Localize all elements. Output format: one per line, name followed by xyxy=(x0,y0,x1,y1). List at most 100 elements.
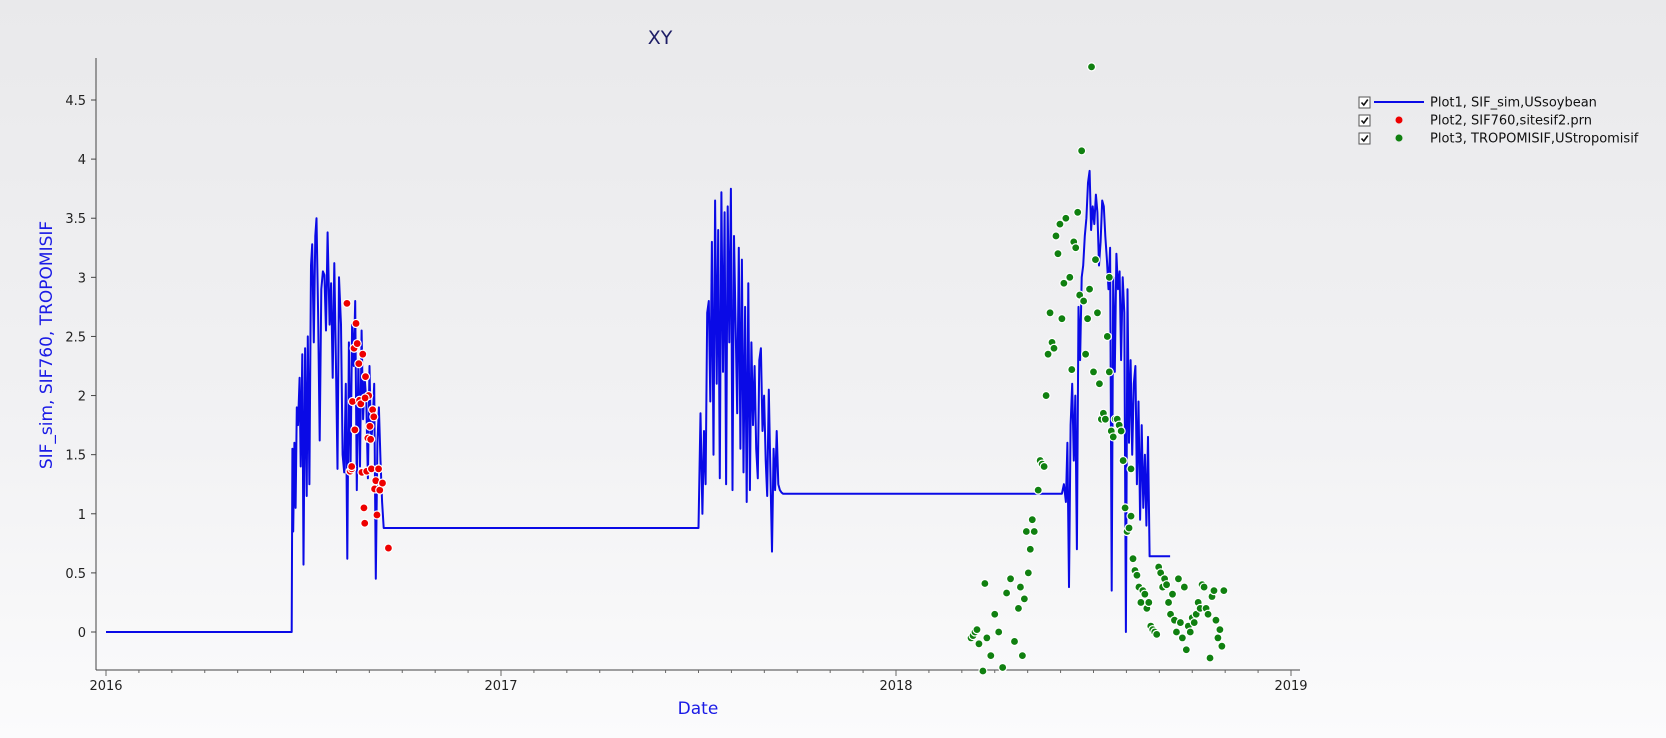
data-point-plot3 xyxy=(1025,544,1035,554)
data-point-plot3 xyxy=(1185,627,1195,637)
data-point-plot3 xyxy=(1001,588,1012,598)
plot-area: 0 0.5 1 1.5 2 2.5 3 3.5 4 4.5 2016 2017 2018 2019 xyxy=(65,58,1308,694)
data-point-plot3 xyxy=(1067,364,1077,375)
legend-marker-swatch xyxy=(1395,134,1403,142)
data-point-plot3 xyxy=(1073,207,1083,217)
y-tick-label: 3.5 xyxy=(65,212,86,227)
data-point-plot3 xyxy=(1015,582,1026,592)
x-axis-title: Date xyxy=(678,699,719,719)
data-point-plot2 xyxy=(342,298,352,308)
data-point-plot3 xyxy=(978,666,988,676)
data-point-plot3 xyxy=(1021,526,1031,537)
data-point-plot3 xyxy=(1177,633,1187,643)
chart-title: XY xyxy=(648,27,673,49)
legend-checkbox[interactable] xyxy=(1358,132,1371,145)
y-tick-label: 2 xyxy=(78,390,86,405)
data-point-plot3 xyxy=(1215,625,1225,635)
data-point-plot3 xyxy=(1104,367,1114,377)
data-point-plot3 xyxy=(1090,255,1101,265)
data-point-plot3 xyxy=(1126,464,1136,474)
y-tick-label: 3 xyxy=(78,271,86,286)
data-point-plot3 xyxy=(1140,589,1150,599)
data-point-plot3 xyxy=(1217,641,1227,651)
data-point-plot2 xyxy=(354,359,364,369)
data-point-plot3 xyxy=(974,639,984,649)
data-point-plot3 xyxy=(1077,146,1087,156)
data-point-plot3 xyxy=(1211,615,1221,625)
data-point-plot3 xyxy=(1163,597,1174,608)
data-point-plot3 xyxy=(1094,379,1105,389)
legend-label: Plot2, SIF760,sitesif2.prn xyxy=(1430,114,1592,129)
legend-checkbox[interactable] xyxy=(1358,96,1371,109)
data-point-plot3 xyxy=(1116,426,1126,436)
data-point-plot3 xyxy=(1043,349,1053,359)
x-tick-label: 2018 xyxy=(879,679,912,694)
data-point-plot3 xyxy=(1108,432,1118,442)
data-point-plot3 xyxy=(994,627,1004,637)
data-point-plot3 xyxy=(1084,284,1095,294)
data-point-plot3 xyxy=(1033,485,1043,495)
data-point-plot3 xyxy=(1061,213,1071,223)
legend-marker-swatch xyxy=(1395,116,1403,124)
data-point-plot2 xyxy=(360,393,370,403)
data-point-plot2 xyxy=(369,412,379,422)
data-point-plot3 xyxy=(1144,597,1154,608)
data-point-plot3 xyxy=(1005,574,1016,584)
data-point-plot3 xyxy=(986,651,996,661)
data-point-plot3 xyxy=(1126,511,1136,521)
data-point-plot3 xyxy=(1017,651,1028,661)
data-point-plot3 xyxy=(1205,653,1215,663)
data-point-plot3 xyxy=(1086,62,1097,72)
data-point-plot3 xyxy=(1055,219,1065,229)
data-point-plot3 xyxy=(1171,627,1182,637)
checkmark-icon xyxy=(1360,135,1369,143)
data-point-plot3 xyxy=(1057,314,1067,324)
y-tick-label: 4 xyxy=(78,153,86,168)
checkmark-icon xyxy=(1360,99,1369,107)
data-point-plot3 xyxy=(1120,503,1130,513)
data-point-plot3 xyxy=(1049,343,1059,353)
y-tick-label: 2.5 xyxy=(65,330,86,345)
legend-label: Plot3, TROPOMISIF,UStropomisif xyxy=(1430,132,1639,147)
data-point-plot3 xyxy=(1161,580,1172,590)
y-tick-label: 1 xyxy=(78,508,86,523)
data-point-plot3 xyxy=(1079,296,1089,306)
data-point-plot3 xyxy=(1152,629,1162,639)
data-point-plot2 xyxy=(359,503,369,513)
data-point-plot2 xyxy=(360,372,371,382)
data-point-plot3 xyxy=(1051,231,1061,241)
data-point-plot2 xyxy=(377,478,388,488)
data-point-plot3 xyxy=(1059,278,1069,288)
series-line-plot1 xyxy=(106,169,1171,633)
data-point-plot3 xyxy=(1029,526,1039,537)
data-point-plot2 xyxy=(366,434,376,444)
data-point-plot3 xyxy=(1019,594,1029,604)
data-point-plot3 xyxy=(1199,582,1209,592)
data-point-plot3 xyxy=(1213,633,1223,643)
data-point-plot3 xyxy=(982,633,992,643)
data-point-plot3 xyxy=(1071,243,1081,253)
y-axis-ticks: 0 0.5 1 1.5 2 2.5 3 3.5 4 4.5 xyxy=(65,94,96,641)
data-point-plot3 xyxy=(1013,603,1024,613)
legend-checkbox[interactable] xyxy=(1358,114,1371,127)
data-point-plot3 xyxy=(1027,515,1037,525)
data-point-plot2 xyxy=(383,543,394,553)
data-point-plot3 xyxy=(1104,272,1114,282)
data-point-plot2 xyxy=(347,461,357,472)
data-point-plot3 xyxy=(1102,331,1112,342)
x-tick-label: 2017 xyxy=(484,679,517,694)
data-point-plot3 xyxy=(1181,645,1191,655)
data-point-plot3 xyxy=(1219,586,1229,596)
data-point-plot3 xyxy=(1118,455,1128,466)
y-tick-label: 1.5 xyxy=(65,449,86,464)
data-point-plot3 xyxy=(1179,582,1189,592)
data-point-plot3 xyxy=(1203,609,1213,619)
data-point-plot3 xyxy=(972,625,982,635)
data-point-plot3 xyxy=(1092,308,1103,318)
y-axis-title: SIF_sim, SIF760, TROPOMISIF xyxy=(37,221,57,469)
data-point-plot3 xyxy=(1128,554,1138,564)
data-point-plot2 xyxy=(351,318,361,329)
checkmark-icon xyxy=(1360,117,1369,125)
data-point-plot2 xyxy=(352,338,362,349)
